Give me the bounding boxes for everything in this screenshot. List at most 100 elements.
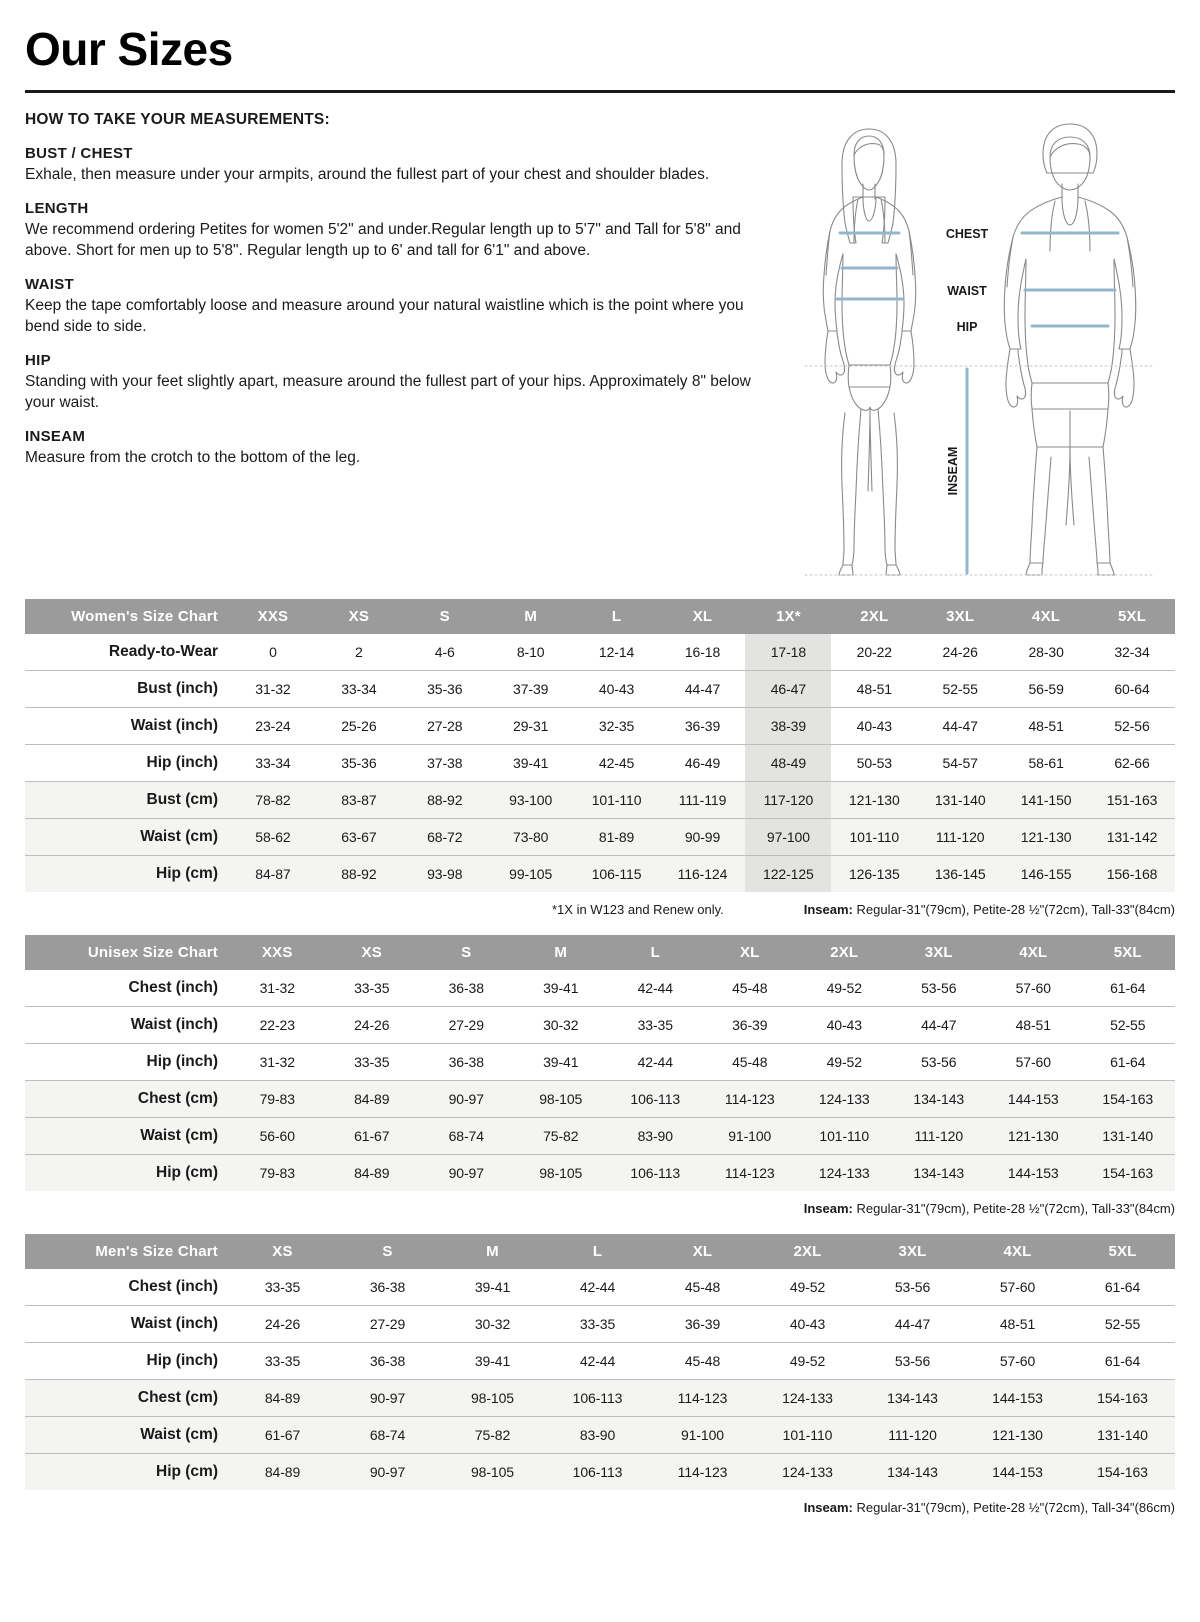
cell: 56-60 bbox=[259, 1128, 295, 1144]
cell: 33-35 bbox=[354, 1054, 390, 1070]
unisex-chart-header-label: Unisex Size Chart bbox=[25, 935, 230, 970]
inseam-footnote-label: Inseam: bbox=[803, 902, 853, 917]
cell: 73-80 bbox=[513, 829, 549, 845]
cell: 57-60 bbox=[1015, 980, 1051, 996]
inseam-label: INSEAM bbox=[946, 447, 960, 496]
size-header-4xl: 4XL bbox=[1003, 599, 1090, 634]
table-row: Bust (inch) 31-32 33-34 35-36 37-39 40-4… bbox=[25, 670, 1175, 708]
mens-size-chart-table: Men's Size Chart XS S M L XL 2XL 3XL 4XL… bbox=[25, 1234, 1175, 1490]
table-row: Chest (inch) 33-35 36-38 39-41 42-44 45-… bbox=[25, 1269, 1175, 1306]
unisex-footnote-inseam: Inseam: Regular-31"(79cm), Petite-28 ½"(… bbox=[804, 1201, 1175, 1216]
cell: 79-83 bbox=[259, 1165, 295, 1181]
size-header-l: L bbox=[573, 599, 660, 634]
cell: 98-105 bbox=[471, 1464, 514, 1480]
cell: 88-92 bbox=[341, 866, 377, 882]
cell: 44-47 bbox=[684, 681, 721, 697]
cell: 53-56 bbox=[894, 1353, 931, 1369]
cell: 75-82 bbox=[543, 1128, 579, 1144]
cell: 68-74 bbox=[448, 1128, 484, 1144]
cell: 56-59 bbox=[1028, 681, 1064, 697]
measurement-guide-section: HOW TO TAKE YOUR MEASUREMENTS: BUST / CH… bbox=[25, 111, 1175, 581]
row-label: Ready-to-Wear bbox=[108, 643, 218, 660]
size-header-l: L bbox=[608, 935, 703, 970]
cell: 131-140 bbox=[1097, 1427, 1148, 1443]
row-label: Chest (inch) bbox=[128, 979, 218, 996]
cell: 121-130 bbox=[1007, 1128, 1059, 1144]
inseam-guides bbox=[804, 365, 1156, 576]
cell: 2 bbox=[355, 644, 363, 660]
cell: 98-105 bbox=[539, 1091, 583, 1107]
table-row: Hip (inch) 33-34 35-36 37-38 39-41 42-45… bbox=[25, 744, 1175, 782]
instruction-bust-chest: BUST / CHEST Exhale, then measure under … bbox=[25, 145, 765, 185]
cell: 42-44 bbox=[579, 1279, 616, 1295]
instruction-term: HIP bbox=[25, 352, 51, 370]
cell: 126-135 bbox=[848, 866, 900, 882]
cell: 36-38 bbox=[369, 1279, 406, 1295]
cell: 35-36 bbox=[427, 681, 463, 697]
cell: 27-29 bbox=[369, 1316, 406, 1332]
row-label: Hip (inch) bbox=[146, 1053, 218, 1070]
table-row: Bust (cm) 78-82 83-87 88-92 93-100 101-1… bbox=[25, 781, 1175, 819]
instruction-hip: HIP Standing with your feet slightly apa… bbox=[25, 352, 765, 413]
cell: 33-35 bbox=[264, 1353, 301, 1369]
womens-footnote-inseam: Inseam: Regular-31"(79cm), Petite-28 ½"(… bbox=[804, 902, 1175, 917]
row-label: Waist (inch) bbox=[130, 1016, 218, 1033]
cell: 17-18 bbox=[745, 634, 832, 671]
cell: 111-120 bbox=[935, 829, 985, 845]
cell: 31-32 bbox=[259, 980, 295, 996]
cell: 33-35 bbox=[579, 1316, 616, 1332]
cell: 63-67 bbox=[341, 829, 377, 845]
table-row: Waist (cm) 61-67 68-74 75-82 83-90 91-10… bbox=[25, 1416, 1175, 1454]
cell: 44-47 bbox=[921, 1017, 957, 1033]
cell: 84-89 bbox=[264, 1464, 301, 1480]
cell: 144-153 bbox=[992, 1464, 1043, 1480]
cell: 48-51 bbox=[856, 681, 892, 697]
size-header-s: S bbox=[419, 935, 514, 970]
cell: 44-47 bbox=[894, 1316, 931, 1332]
cell: 124-133 bbox=[782, 1390, 833, 1406]
size-header-2xl: 2XL bbox=[831, 599, 918, 634]
size-header-2xl: 2XL bbox=[797, 935, 892, 970]
cell: 40-43 bbox=[789, 1316, 826, 1332]
womens-size-chart-table: Women's Size Chart XXS XS S M L XL 1X* 2… bbox=[25, 599, 1175, 892]
cell: 84-89 bbox=[354, 1165, 390, 1181]
cell: 39-41 bbox=[513, 755, 549, 771]
row-label: Waist (cm) bbox=[140, 1426, 218, 1443]
cell: 124-133 bbox=[818, 1165, 870, 1181]
cell: 40-43 bbox=[598, 681, 635, 697]
cell: 134-143 bbox=[887, 1464, 938, 1480]
cell: 30-32 bbox=[474, 1316, 511, 1332]
row-label: Bust (inch) bbox=[137, 680, 218, 697]
cell: 154-163 bbox=[1097, 1390, 1148, 1406]
male-measure-lines bbox=[1020, 231, 1120, 328]
cell: 101-110 bbox=[849, 829, 900, 845]
size-header-3xl: 3XL bbox=[891, 935, 986, 970]
cell: 91-100 bbox=[681, 1427, 724, 1443]
cell: 90-97 bbox=[369, 1390, 406, 1406]
size-header-xs: XS bbox=[315, 599, 402, 634]
cell: 49-52 bbox=[789, 1279, 826, 1295]
cell: 42-44 bbox=[637, 1054, 673, 1070]
instruction-description: Measure from the crotch to the bottom of… bbox=[25, 449, 361, 467]
table-row: Waist (inch) 22-23 24-26 27-29 30-32 33-… bbox=[25, 1007, 1175, 1044]
cell: 101-110 bbox=[782, 1427, 833, 1443]
cell: 36-39 bbox=[732, 1017, 768, 1033]
row-label: Chest (cm) bbox=[137, 1389, 218, 1406]
size-header-3xl: 3XL bbox=[917, 599, 1004, 634]
size-header-xl: XL bbox=[659, 599, 746, 634]
cell: 39-41 bbox=[474, 1353, 511, 1369]
size-header-3xl: 3XL bbox=[860, 1234, 965, 1269]
size-header-1x: 1X* bbox=[745, 599, 832, 634]
cell: 45-48 bbox=[732, 980, 768, 996]
cell: 33-34 bbox=[255, 755, 291, 771]
cell: 22-23 bbox=[259, 1017, 295, 1033]
size-header-xl: XL bbox=[702, 935, 797, 970]
measurement-instructions: HOW TO TAKE YOUR MEASUREMENTS: BUST / CH… bbox=[25, 111, 785, 484]
cell: 62-66 bbox=[1114, 755, 1150, 771]
cell: 37-39 bbox=[513, 681, 549, 697]
cell: 154-163 bbox=[1102, 1165, 1154, 1181]
cell: 36-38 bbox=[448, 1054, 484, 1070]
row-label: Hip (cm) bbox=[156, 865, 218, 882]
cell: 40-43 bbox=[856, 718, 892, 734]
cell: 30-32 bbox=[543, 1017, 579, 1033]
